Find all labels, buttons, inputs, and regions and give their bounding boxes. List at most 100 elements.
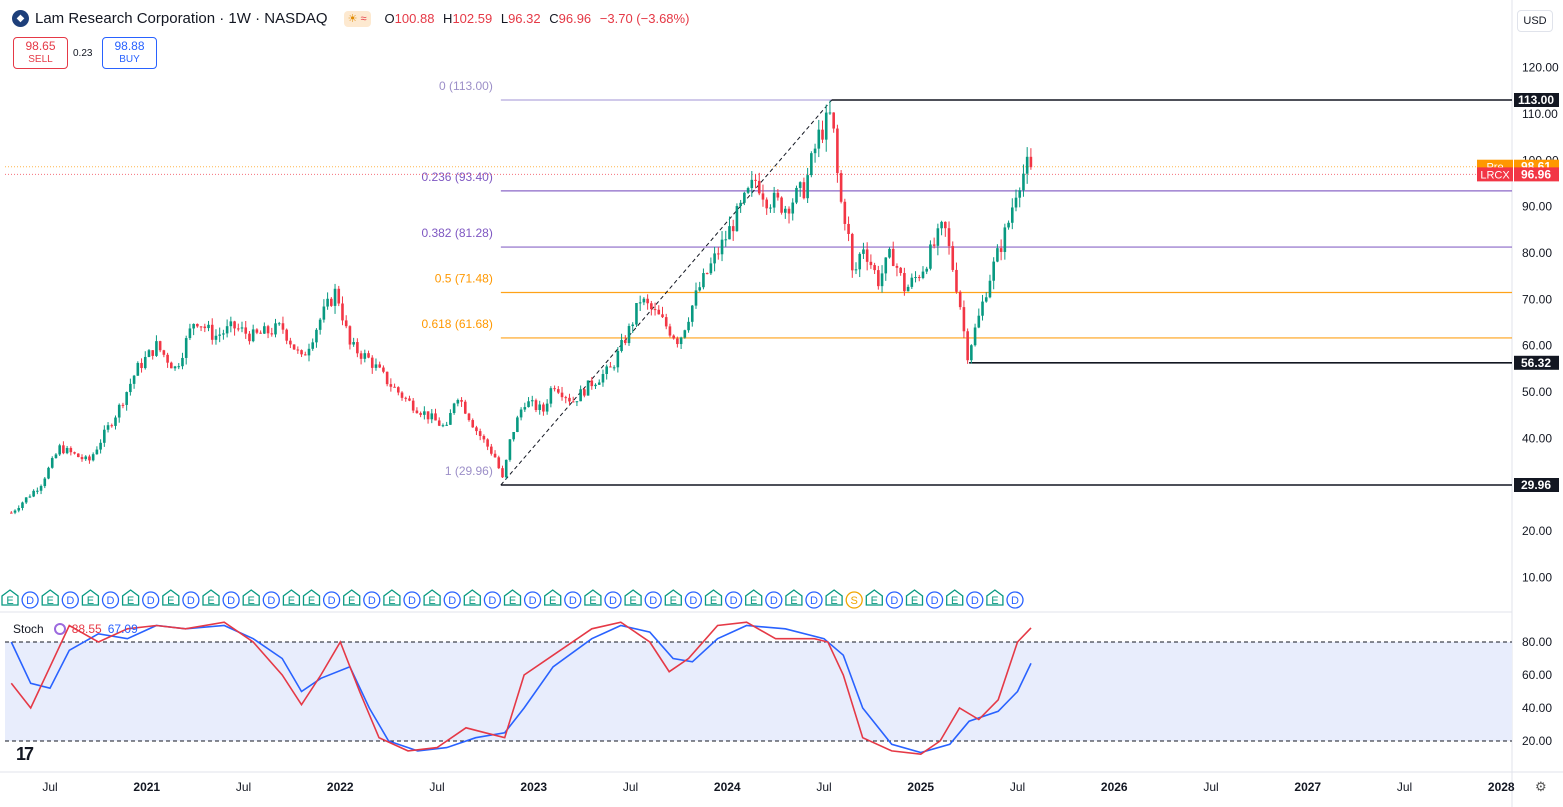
event-dividend-marker [644, 591, 662, 609]
candle-body [542, 404, 545, 412]
candle-body [352, 342, 355, 345]
event-dividend-marker [684, 591, 703, 609]
event-dividend-marker [1006, 591, 1024, 609]
x-tick-label: Jul [1397, 780, 1412, 794]
candle-body [404, 397, 408, 399]
event-marker-label: E [911, 595, 918, 607]
candle-body [47, 467, 50, 479]
candle-body [932, 244, 936, 246]
low-value: 96.32 [508, 11, 541, 26]
price-label-bg [1514, 167, 1559, 182]
candle-body [769, 207, 772, 209]
candle-body [776, 192, 780, 198]
x-tick-label: Jul [1203, 780, 1218, 794]
candle-body [393, 386, 396, 388]
candle-body [58, 445, 61, 455]
event-earnings-marker [343, 589, 361, 606]
stoch-legend[interactable]: Stoch 88.55 67.09 [13, 622, 138, 636]
sun-icon: ☀ [347, 13, 358, 25]
candle-body [244, 327, 248, 334]
candle-body [973, 327, 977, 346]
currency-selector[interactable]: USD [1517, 10, 1553, 32]
candle-body [962, 307, 966, 332]
candle-body [895, 265, 899, 268]
candle-body [497, 457, 501, 469]
candle-body [184, 338, 188, 358]
candle-body [300, 350, 303, 355]
fib-level-label: 0 (113.00) [439, 79, 493, 93]
event-marker-label: E [790, 595, 797, 607]
stoch-tick-label: 40.00 [1522, 701, 1552, 715]
candle-body [947, 228, 951, 247]
candle-body [519, 409, 523, 418]
candle-body [236, 328, 240, 330]
session-badge[interactable]: ☀ ≈ [343, 10, 371, 27]
candle-body [326, 298, 329, 307]
event-marker-label: D [890, 595, 898, 607]
candle-body [869, 261, 873, 266]
candle-body [91, 454, 95, 461]
candle-body [296, 349, 300, 351]
y-tick-label: 40.00 [1522, 431, 1552, 445]
candle-body [988, 280, 992, 298]
candle-body [54, 454, 58, 459]
lam-research-logo-icon[interactable]: ◆ [12, 10, 29, 27]
candle-body [832, 112, 835, 129]
candle-body [207, 324, 210, 329]
symbol-title[interactable]: Lam Research Corporation · 1W · NASDAQ [35, 10, 328, 27]
candle-body [772, 192, 776, 208]
event-earnings-marker [584, 589, 602, 606]
candle-body [824, 112, 828, 140]
candle-body [199, 326, 203, 328]
candle-body [303, 354, 307, 356]
candle-body [810, 153, 813, 176]
candle-body [690, 305, 694, 322]
candle-body [501, 468, 504, 478]
buy-button[interactable]: 98.88 BUY [102, 37, 157, 69]
candle-body [620, 339, 623, 351]
event-dividend-marker [765, 591, 783, 609]
candle-body [999, 248, 1003, 252]
candle-body [601, 373, 605, 383]
candle-body [568, 397, 571, 402]
event-earnings-marker [81, 589, 100, 606]
event-dividend-marker [222, 591, 240, 609]
event-marker-label: D [107, 595, 115, 607]
event-earnings-marker [503, 589, 522, 606]
fib-level-label: 0.382 (81.28) [421, 226, 492, 240]
candle-body [333, 288, 337, 306]
spread-value: 0.23 [73, 48, 93, 59]
candle-body [906, 286, 910, 292]
candle-body [415, 410, 419, 414]
candle-body [452, 403, 456, 414]
candle-body [363, 353, 367, 359]
gear-icon[interactable]: ⚙ [1535, 779, 1547, 794]
candle-body [765, 199, 768, 209]
candle-body [586, 380, 590, 396]
event-earnings-marker [1, 589, 19, 606]
event-dividend-marker [805, 591, 823, 609]
y-tick-label: 120.00 [1522, 61, 1559, 75]
event-earnings-marker [242, 589, 260, 606]
event-marker-label: E [469, 595, 476, 607]
candle-body [233, 321, 236, 329]
sell-button[interactable]: 98.65 SELL [13, 37, 68, 69]
candle-body [155, 341, 158, 356]
event-marker-label: E [629, 595, 636, 607]
candle-body [836, 128, 839, 174]
candle-body [839, 173, 843, 202]
event-earnings-marker [865, 589, 883, 606]
stoch-settings-icon[interactable] [53, 623, 66, 635]
candle-body [166, 354, 169, 363]
candle-body [761, 193, 765, 200]
y-tick-label: 10.00 [1522, 571, 1552, 585]
candle-body [121, 404, 125, 406]
tradingview-logo-icon[interactable]: 17 [16, 744, 34, 764]
candle-body [39, 486, 43, 491]
candle-body [17, 507, 21, 511]
event-marker-label: D [689, 595, 697, 607]
candle-body [884, 257, 888, 274]
event-dividend-marker [925, 591, 944, 609]
event-dividend-marker [61, 591, 79, 609]
